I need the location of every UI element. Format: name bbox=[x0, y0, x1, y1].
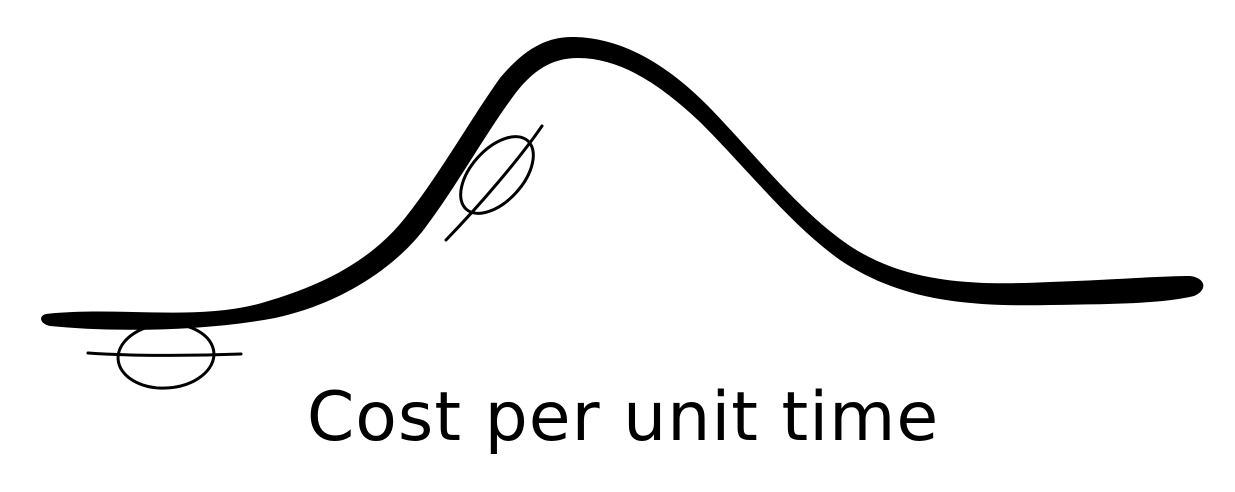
empty-set-marker bbox=[86, 322, 243, 390]
phi-marker bbox=[444, 124, 544, 242]
phi-stroke bbox=[444, 124, 544, 242]
empty-set-slash bbox=[86, 351, 243, 357]
bell-curve bbox=[41, 36, 1204, 330]
caption-text: Cost per unit time bbox=[307, 378, 939, 457]
empty-set-circle bbox=[116, 322, 216, 390]
phi-circle bbox=[459, 135, 535, 215]
